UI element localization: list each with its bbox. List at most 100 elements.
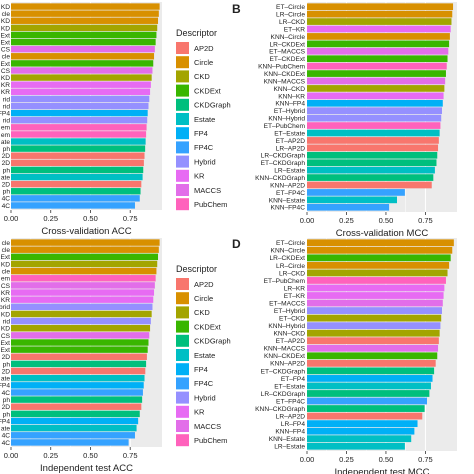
y-tick-label: KNN–Estate [269, 436, 306, 443]
x-tick-label: 0.75 [418, 216, 433, 225]
legend-key [176, 184, 189, 196]
legend-label: AP2D [194, 280, 214, 289]
bar [307, 314, 442, 322]
y-tick-label: KD [1, 261, 10, 268]
y-tick-label: ET–MACCS [269, 49, 306, 56]
y-tick-label: cle [2, 269, 11, 276]
y-tick-label: KNN–FP4 [275, 101, 305, 108]
legend-label: Circle [194, 58, 213, 67]
bar [307, 382, 431, 390]
y-tick-label: LR–CKD [279, 270, 305, 277]
legend-key [176, 306, 189, 319]
legend-label: Estate [194, 115, 215, 124]
bar [307, 352, 438, 360]
bar [307, 337, 439, 345]
x-axis-title: Cross-validation ACC [41, 226, 131, 237]
bar [11, 374, 145, 382]
y-tick-label: ph [3, 189, 11, 196]
y-tick-label: KNN–Circle [271, 248, 306, 255]
y-tick-label: KNN–KR [278, 93, 305, 100]
y-tick-label: KD [1, 75, 10, 82]
y-tick-label: ET–FP4 [281, 376, 306, 383]
bar [307, 307, 442, 314]
bar [11, 260, 158, 268]
bar [307, 397, 427, 405]
y-tick-label: ET–Circle [276, 4, 305, 11]
bar [307, 412, 423, 420]
x-axis-title: Independent test ACC [40, 463, 133, 474]
bar [307, 33, 450, 40]
y-tick-label: ET–AP2D [276, 138, 306, 145]
x-tick-label: 0.00 [4, 451, 19, 460]
y-tick-label: ET–CKDGraph [261, 160, 306, 167]
y-tick-label: cle [2, 54, 11, 61]
bar [11, 109, 148, 117]
x-tick-label: 0.25 [43, 214, 58, 223]
bar [11, 180, 142, 188]
y-tick-label: LR–CKDGraph [261, 153, 306, 160]
bar [11, 202, 135, 209]
bar [307, 269, 448, 277]
y-tick-label: ET–PubChem [264, 123, 306, 130]
bar [307, 40, 450, 48]
bar [11, 239, 160, 246]
y-tick-label: LR–AP2D [276, 413, 306, 420]
bar [11, 325, 151, 332]
bar [307, 99, 443, 107]
bar [307, 284, 445, 292]
y-tick-label: ET–AP2D [276, 338, 306, 345]
bar [11, 253, 159, 261]
bar [307, 292, 444, 299]
legend-label: Circle [194, 294, 213, 303]
y-tick-label: ET–Hybrid [274, 308, 305, 315]
bar [307, 246, 453, 254]
y-tick-label: CS [1, 333, 11, 340]
bar [11, 152, 145, 159]
bar [307, 122, 441, 129]
bar [11, 88, 151, 95]
y-tick-label: KNN–CKD [273, 86, 305, 93]
x-tick-label: 0.75 [418, 455, 433, 464]
bar [11, 410, 140, 418]
y-tick-label: em [1, 132, 11, 139]
bar [307, 359, 436, 367]
bar [11, 389, 143, 396]
bar [11, 102, 149, 110]
bar [307, 166, 435, 174]
bar [307, 107, 442, 115]
x-axis-title: Cross-validation MCC [336, 228, 429, 239]
y-tick-label: KNN–CKDExt [264, 353, 305, 360]
bar [307, 70, 446, 77]
bar [11, 439, 129, 446]
y-tick-label: KNN–CKDGraph [255, 406, 305, 413]
bar [307, 25, 451, 33]
y-tick-label: LR–CKDExt [269, 41, 305, 48]
y-tick-label: FP4 [0, 111, 10, 118]
y-tick-label: LR–Circle [276, 12, 305, 19]
x-tick-label: 0.50 [83, 214, 98, 223]
legend-label: CKDGraph [194, 101, 231, 110]
legend-title: Descriptor [176, 264, 217, 274]
y-tick-label: LR–Estate [274, 444, 305, 451]
y-tick-label: LR–Circle [276, 263, 305, 270]
y-tick-label: ET–Circle [276, 240, 305, 247]
y-tick-label: rid [3, 103, 11, 110]
y-tick-label: 2D [2, 368, 11, 375]
x-tick-label: 0.00 [300, 455, 315, 464]
y-tick-label: KR [1, 89, 10, 96]
bar [307, 367, 435, 375]
bar [307, 129, 440, 137]
bar [307, 203, 390, 211]
legend-key [176, 141, 189, 154]
chart-panel-2: 0.000.250.500.75clecleExtKDcleemCSKRKRyb… [0, 238, 162, 474]
bar [11, 317, 151, 325]
y-tick-label: 4C [2, 203, 11, 210]
bar [11, 289, 155, 296]
bar [307, 239, 454, 247]
bar [11, 53, 155, 60]
y-tick-label: ET–Estate [274, 383, 305, 390]
bar [307, 3, 454, 11]
bar [307, 55, 448, 63]
y-tick-label: ate [1, 174, 10, 181]
bar [307, 85, 445, 92]
